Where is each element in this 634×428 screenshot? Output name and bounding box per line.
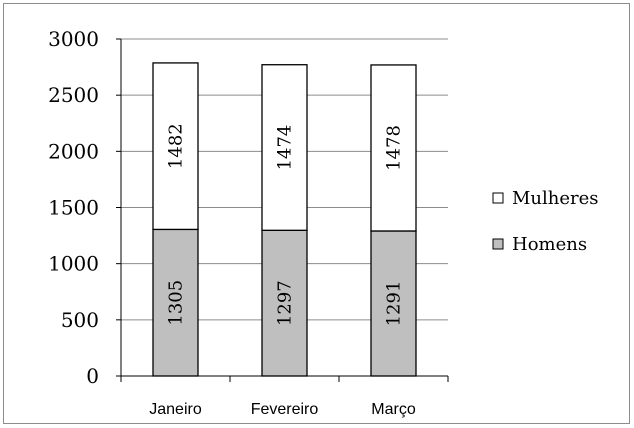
legend-swatch-homens — [492, 238, 504, 250]
y-tick-label: 3000 — [48, 27, 99, 51]
chart-frame — [3, 3, 630, 424]
bar-mulheres-2 — [261, 64, 308, 231]
bars — [152, 62, 417, 377]
data-label: 1305 — [166, 280, 187, 326]
data-label: 1297 — [275, 280, 296, 326]
bar-mulheres-3 — [370, 64, 417, 232]
legend-swatch-mulheres — [492, 192, 504, 204]
x-tick-label: Fevereiro — [251, 401, 319, 418]
data-label: 1291 — [384, 281, 405, 327]
y-tick-labels: 0 500 1000 1500 2000 2500 3000 — [48, 27, 99, 388]
data-labels: 1305 1482 1297 1474 1291 1478 — [166, 123, 405, 326]
y-tick-label: 2500 — [48, 83, 99, 107]
x-tick-label: Março — [371, 401, 416, 418]
data-label: 1474 — [275, 125, 296, 171]
bar-mulheres-1 — [152, 62, 199, 231]
legend-label-mulheres: Mulheres — [512, 188, 599, 209]
legend-label-homens: Homens — [512, 234, 587, 255]
axes — [116, 38, 449, 382]
y-tick-label: 2000 — [48, 139, 99, 163]
data-label: 1482 — [166, 123, 187, 169]
y-tick-label: 1500 — [48, 196, 99, 220]
y-tick-label: 1000 — [48, 252, 99, 276]
y-tick-label: 0 — [86, 364, 99, 388]
bar-homens-1 — [152, 228, 199, 377]
legend: Mulheres Homens — [492, 188, 599, 255]
x-tick-label: Janeiro — [149, 401, 202, 418]
x-tick-labels: Janeiro Fevereiro Março — [149, 401, 416, 418]
y-tick-label: 500 — [61, 308, 99, 332]
bar-homens-3 — [370, 230, 417, 377]
data-label: 1478 — [384, 125, 405, 171]
